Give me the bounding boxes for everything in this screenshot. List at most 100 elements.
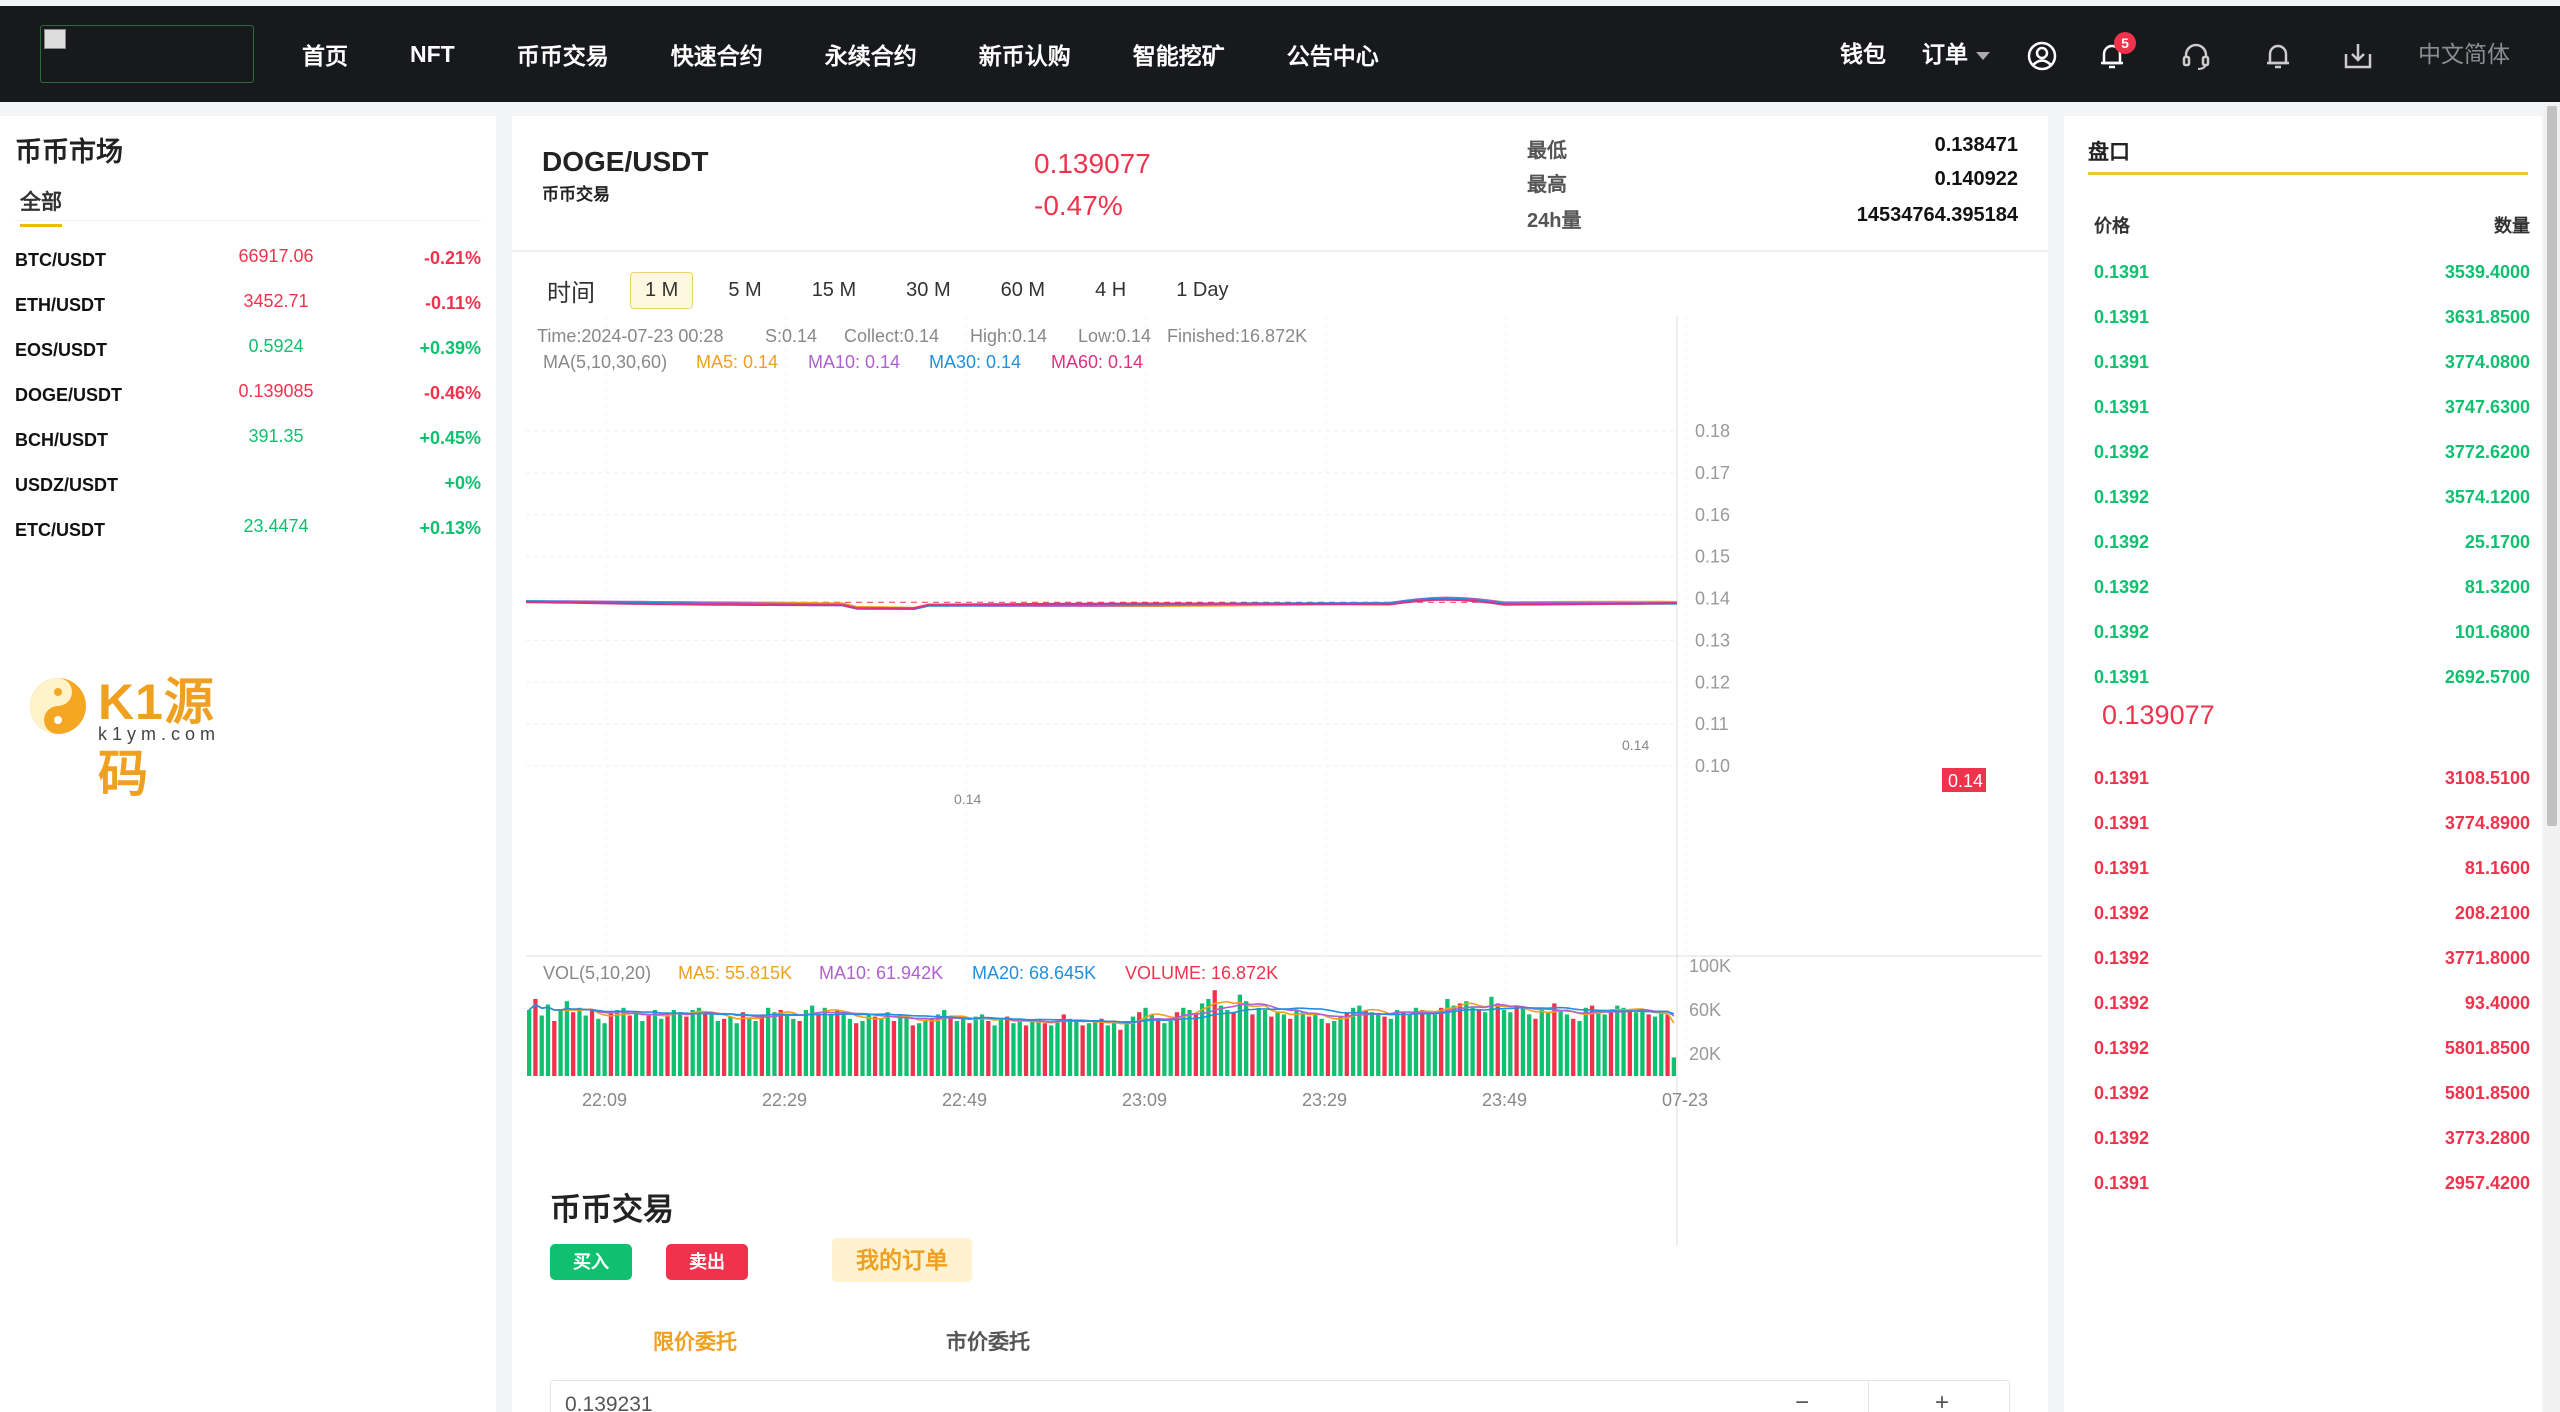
volume-bar <box>1432 1014 1437 1076</box>
ask-row[interactable]: 0.1392 3574.1200 <box>2094 475 2530 519</box>
market-row[interactable]: USDZ/USDT +0% <box>15 461 481 506</box>
buy-button[interactable]: 买入 <box>550 1244 632 1280</box>
volume-bar <box>992 1025 997 1076</box>
volume-bar <box>1306 1016 1312 1076</box>
market-row[interactable]: ETC/USDT 23.4474 +0.13% <box>15 506 481 551</box>
nav-spot[interactable]: 币币交易 <box>516 43 609 69</box>
ob-price: 0.1391 <box>2094 858 2150 878</box>
market-row[interactable]: BCH/USDT 391.35 +0.45% <box>15 416 481 461</box>
tf-4h[interactable]: 4 H <box>1095 278 1127 301</box>
user-icon[interactable] <box>2026 40 2058 72</box>
scrollbar-thumb[interactable] <box>2547 106 2557 826</box>
wallet-link[interactable]: 钱包 <box>1840 41 1886 67</box>
volume-bar <box>1332 1021 1337 1076</box>
ask-row[interactable]: 0.1391 3539.4000 <box>2094 250 2530 294</box>
volume-bar <box>948 1016 953 1076</box>
ask-row[interactable]: 0.1392 3772.6200 <box>2094 430 2530 474</box>
bid-row[interactable]: 0.1392 93.4000 <box>2094 981 2530 1025</box>
market-row[interactable]: EOS/USDT 0.5924 +0.39% <box>15 326 481 371</box>
increment-button[interactable]: + <box>1934 1389 1949 1412</box>
volume-bar <box>1627 1010 1632 1076</box>
tf-1m[interactable]: 1 M <box>630 271 694 309</box>
decrement-button[interactable]: − <box>1794 1389 1809 1412</box>
bid-row[interactable]: 0.1392 5801.8500 <box>2094 1026 2530 1070</box>
nav-mining[interactable]: 智能挖矿 <box>1132 43 1225 69</box>
volume-bar <box>841 1012 846 1076</box>
ob-price: 0.1392 <box>2094 532 2150 552</box>
tf-60m[interactable]: 60 M <box>1000 278 1046 301</box>
sell-button[interactable]: 卖出 <box>666 1244 748 1280</box>
x-axis-label: 22:29 <box>762 1090 807 1110</box>
volume-bar <box>1401 1012 1406 1076</box>
nav-new-coin[interactable]: 新币认购 <box>978 43 1071 69</box>
ask-row[interactable]: 0.1392 25.1700 <box>2094 520 2530 564</box>
market-price: 0.139085 <box>238 381 314 401</box>
orders-menu[interactable]: 订单 <box>1922 6 1990 102</box>
headset-icon[interactable] <box>2180 40 2212 72</box>
volume-bar <box>797 1021 802 1076</box>
ask-row[interactable]: 0.1391 3631.8500 <box>2094 295 2530 339</box>
ob-qty: 2957.4200 <box>2444 1173 2530 1193</box>
page-scrollbar[interactable] <box>2544 104 2560 1412</box>
tf-1day[interactable]: 1 Day <box>1176 278 1229 301</box>
volume-bar <box>1615 1005 1620 1076</box>
bid-row[interactable]: 0.1392 3773.2800 <box>2094 1116 2530 1160</box>
volume-bar <box>1558 1010 1563 1076</box>
ask-row[interactable]: 0.1391 3774.0800 <box>2094 340 2530 384</box>
volume-bar <box>1174 1012 1180 1076</box>
tf-15m[interactable]: 15 M <box>811 278 857 301</box>
notification-bell-icon[interactable]: 5 <box>2096 32 2136 72</box>
nav-links: 首页 NFT 币币交易 快速合约 永续合约 新币认购 智能挖矿 公告中心 <box>302 6 1441 102</box>
volume-bar <box>1262 1010 1268 1076</box>
volume-bar <box>640 1021 645 1076</box>
nav-quick-contract[interactable]: 快速合约 <box>670 43 763 69</box>
nav-announcements[interactable]: 公告中心 <box>1286 43 1379 69</box>
kline-chart[interactable]: Time:2024-07-23 00:28 S:0.14 Collect:0.1… <box>512 316 2048 1256</box>
tab-all[interactable]: 全部 <box>20 186 62 227</box>
volume-bar <box>1055 1021 1060 1076</box>
bid-row[interactable]: 0.1392 3771.8000 <box>2094 936 2530 980</box>
volume-bar <box>1457 1003 1463 1076</box>
bell-icon[interactable] <box>2262 40 2294 72</box>
ask-row[interactable]: 0.1392 81.3200 <box>2094 565 2530 609</box>
nav-home[interactable]: 首页 <box>302 43 348 69</box>
language-select[interactable]: 中文简体 <box>2418 41 2510 67</box>
volume-bar <box>935 1014 941 1076</box>
ob-qty: 81.3200 <box>2464 577 2530 597</box>
ob-price: 0.1391 <box>2094 307 2150 327</box>
volume-bar <box>835 1010 840 1076</box>
volume-axis-label: 60K <box>1689 1000 1721 1020</box>
market-row[interactable]: BTC/USDT 66917.06 -0.21% <box>15 236 481 281</box>
x-axis-label: 23:49 <box>1482 1090 1527 1110</box>
tab-limit-order[interactable]: 限价委托 <box>653 1331 737 1354</box>
tf-time[interactable]: 时间 <box>547 279 595 307</box>
market-row[interactable]: ETH/USDT 3452.71 -0.11% <box>15 281 481 326</box>
pair-name: DOGE/USDT <box>542 146 709 177</box>
bid-row[interactable]: 0.1391 3774.8900 <box>2094 801 2530 845</box>
ask-row[interactable]: 0.1391 3747.6300 <box>2094 385 2530 429</box>
ask-row[interactable]: 0.1392 101.6800 <box>2094 610 2530 654</box>
bid-row[interactable]: 0.1392 208.2100 <box>2094 891 2530 935</box>
market-change: +0.39% <box>419 338 481 358</box>
price-input[interactable]: 0.139231 − + <box>550 1380 2010 1412</box>
info-s: S:0.14 <box>765 326 817 346</box>
bid-row[interactable]: 0.1391 3108.5100 <box>2094 756 2530 800</box>
tf-30m[interactable]: 30 M <box>906 278 951 301</box>
tf-5m[interactable]: 5 M <box>728 278 762 301</box>
vol-label: VOL(5,10,20) <box>543 963 651 983</box>
logo[interactable] <box>40 25 254 83</box>
download-icon[interactable] <box>2342 40 2374 72</box>
tab-market-order[interactable]: 市价委托 <box>946 1331 1030 1354</box>
volume-axis-label: 20K <box>1689 1044 1721 1064</box>
volume-bar <box>791 1018 796 1076</box>
nav-perpetual[interactable]: 永续合约 <box>824 43 917 69</box>
nav-nft[interactable]: NFT <box>410 40 455 67</box>
ask-row[interactable]: 0.1391 2692.5700 <box>2094 655 2530 699</box>
my-orders-button[interactable]: 我的订单 <box>832 1238 972 1282</box>
bid-row[interactable]: 0.1392 5801.8500 <box>2094 1071 2530 1115</box>
ob-price: 0.1392 <box>2094 993 2150 1013</box>
bid-row[interactable]: 0.1391 2957.4200 <box>2094 1161 2530 1205</box>
volume-bar <box>1086 1023 1092 1076</box>
market-row[interactable]: DOGE/USDT 0.139085 -0.46% <box>15 371 481 416</box>
bid-row[interactable]: 0.1391 81.1600 <box>2094 846 2530 890</box>
